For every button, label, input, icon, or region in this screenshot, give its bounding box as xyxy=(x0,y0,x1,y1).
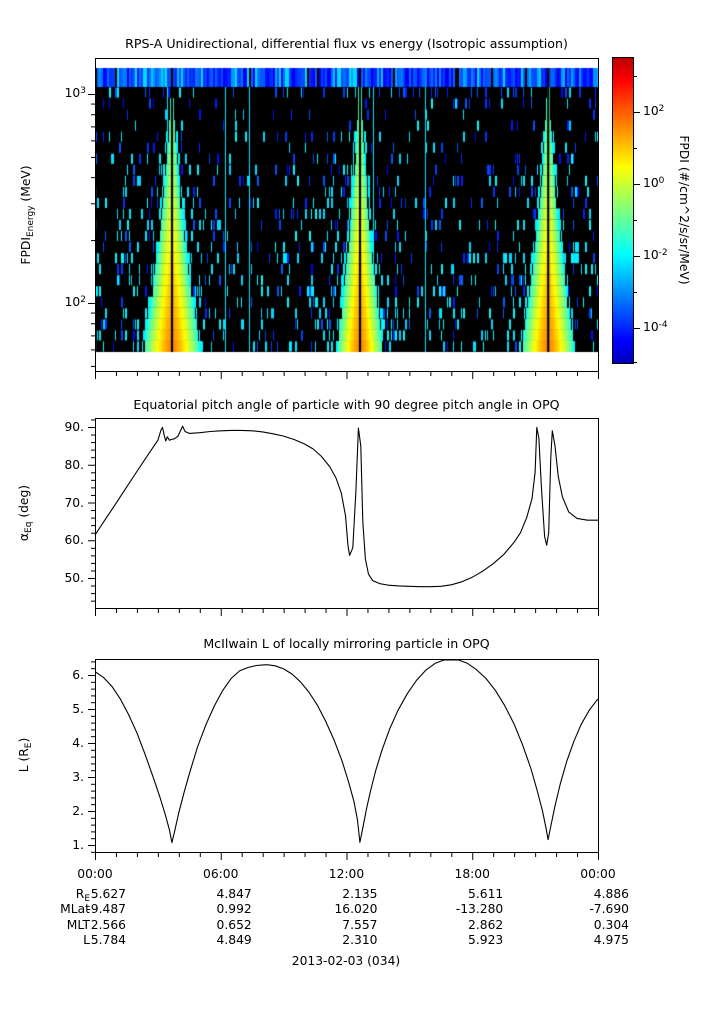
footer-value: 2.862 xyxy=(468,918,504,932)
alpha-tick-label: 60. xyxy=(64,533,84,548)
footer-value: -13.280 xyxy=(455,902,504,916)
footer-value: 7.557 xyxy=(342,918,378,932)
alpha-tick-label: 90. xyxy=(64,420,84,434)
footer-value: 2.566 xyxy=(90,918,126,932)
time-tick-label: 00:00 xyxy=(77,867,113,881)
energy-tick-label: 102 xyxy=(64,295,86,309)
footer-value: 4.849 xyxy=(216,933,252,947)
spectrogram-title: RPS-A Unidirectional, differential flux … xyxy=(125,36,568,51)
footer-value: 0.992 xyxy=(216,902,252,916)
time-tick-label: 18:00 xyxy=(454,867,490,881)
alpha-tick-label: 80. xyxy=(64,457,84,472)
footer-value: 5.923 xyxy=(468,933,504,947)
colorbar-tick-label: 10-4 xyxy=(643,320,668,334)
footer-row-label: MLT xyxy=(66,918,90,932)
l-tick-label: 1. xyxy=(72,838,84,852)
footer-value: 5.627 xyxy=(90,887,126,901)
colorbar-tick-label: 10-2 xyxy=(643,248,668,262)
colorbar-tick-label: 102 xyxy=(643,104,665,118)
pitch-angle-title: Equatorial pitch angle of particle with … xyxy=(133,397,560,412)
l-tick-label: 4. xyxy=(72,736,84,750)
footer-row-label: RE xyxy=(75,887,90,904)
time-tick-label: 06:00 xyxy=(203,867,239,881)
footer-value: 5.784 xyxy=(90,933,126,947)
footer-value: 4.847 xyxy=(216,887,252,901)
colorbar-tick-label: 100 xyxy=(643,176,665,190)
footer-value: 16.020 xyxy=(334,902,378,916)
footer-value: 4.975 xyxy=(593,933,629,947)
energy-tick-label: 103 xyxy=(64,86,86,100)
date-label: 2013-02-03 (034) xyxy=(291,954,401,968)
l-tick-label: 3. xyxy=(72,770,84,784)
footer-value: 2.310 xyxy=(342,933,378,947)
footer-row-label: MLat xyxy=(60,902,90,916)
alpha-tick-label: 70. xyxy=(64,495,84,510)
l-tick-label: 2. xyxy=(72,804,84,818)
l-tick-label: 6. xyxy=(72,668,84,682)
footer-value: -9.487 xyxy=(86,902,126,916)
footer-value: 0.652 xyxy=(216,918,252,932)
time-tick-label: 12:00 xyxy=(328,867,365,881)
l-tick-label: 5. xyxy=(72,702,84,716)
footer-value: 5.611 xyxy=(468,887,504,901)
alpha-tick-label: 50. xyxy=(64,571,84,585)
mcilwain-l-title: McIlwain L of locally mirroring particle… xyxy=(203,636,490,651)
footer-value: 4.886 xyxy=(593,887,629,901)
footer-value: 2.135 xyxy=(342,887,378,901)
footer-row-label: L xyxy=(83,933,90,947)
time-tick-label: 00:00 xyxy=(580,867,616,881)
footer-value: 0.304 xyxy=(593,918,629,932)
footer-value: -7.690 xyxy=(589,902,629,916)
